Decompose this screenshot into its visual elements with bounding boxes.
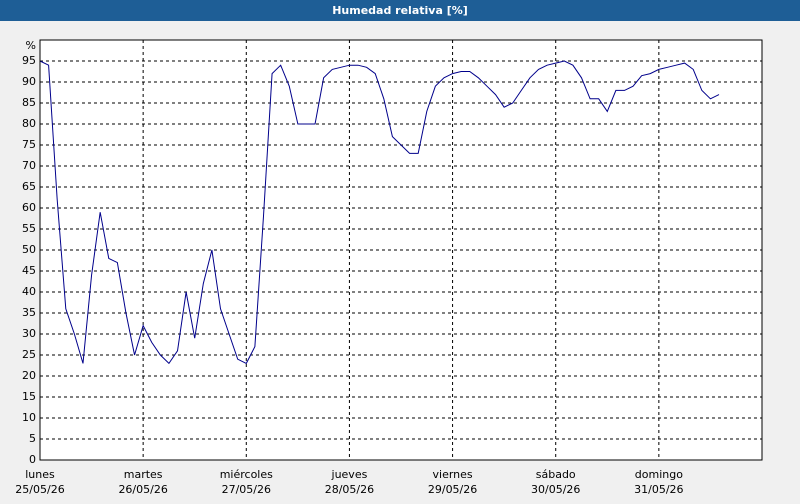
y-tick-label: 90 — [22, 75, 36, 88]
x-tick-label: jueves — [331, 468, 368, 481]
y-tick-label: 65 — [22, 180, 36, 193]
y-tick-label: 0 — [29, 453, 36, 466]
x-tick-label: domingo — [635, 468, 683, 481]
y-tick-label: 35 — [22, 306, 36, 319]
y-tick-label: 40 — [22, 285, 36, 298]
y-tick-label: 45 — [22, 264, 36, 277]
x-tick-label: martes — [124, 468, 163, 481]
y-tick-label: 5 — [29, 432, 36, 445]
x-tick-date: 29/05/26 — [428, 483, 477, 496]
y-tick-label: 60 — [22, 201, 36, 214]
title-bar — [0, 0, 800, 21]
y-tick-label: 80 — [22, 117, 36, 130]
x-tick-date: 25/05/26 — [15, 483, 64, 496]
y-tick-label: 95 — [22, 54, 36, 67]
plot-border — [39, 39, 763, 461]
plot-layer — [39, 40, 762, 460]
chart-title: Humedad relativa [%] — [332, 4, 468, 17]
x-tick-date: 27/05/26 — [222, 483, 271, 496]
x-tick-label: sábado — [536, 468, 576, 481]
humidity-line — [39, 60, 720, 365]
y-tick-label: 10 — [22, 411, 36, 424]
x-tick-date: 26/05/26 — [118, 483, 167, 496]
y-tick-label: 55 — [22, 222, 36, 235]
y-unit: % — [26, 39, 36, 52]
x-tick-date: 31/05/26 — [634, 483, 683, 496]
y-tick-label: 75 — [22, 138, 36, 151]
y-tick-label: 70 — [22, 159, 36, 172]
y-tick-label: 20 — [22, 369, 36, 382]
y-tick-label: 30 — [22, 327, 36, 340]
x-tick-label: viernes — [433, 468, 473, 481]
x-tick-label: miércoles — [220, 468, 273, 481]
y-tick-label: 85 — [22, 96, 36, 109]
x-tick-label: lunes — [25, 468, 55, 481]
x-tick-date: 28/05/26 — [325, 483, 374, 496]
y-tick-label: 15 — [22, 390, 36, 403]
x-tick-date: 30/05/26 — [531, 483, 580, 496]
y-tick-label: 50 — [22, 243, 36, 256]
y-tick-label: 25 — [22, 348, 36, 361]
